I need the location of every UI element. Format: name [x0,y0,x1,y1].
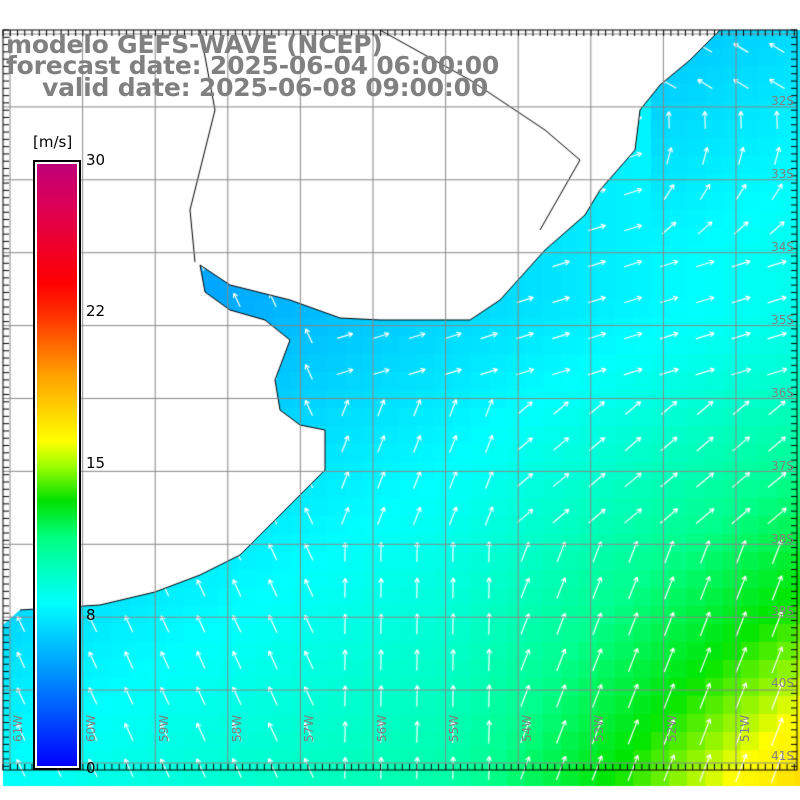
colorbar-tick: 22 [86,302,106,320]
lat-label: 37S [771,459,794,473]
lat-label: 32S [771,94,794,108]
colorbar-gradient [36,163,78,767]
forecast-date: forecast date: 2025-06-04 06:00:00 [6,51,500,80]
lon-label: 51W [738,714,752,742]
colorbar-tick: 0 [86,759,96,777]
lat-label: 36S [771,386,794,400]
colorbar [33,160,81,770]
lat-label: 33S [771,167,794,181]
lon-label: 54W [520,714,534,742]
lon-label: 61W [11,714,25,742]
lon-label: 57W [302,714,316,742]
lat-label: 41S [771,749,794,763]
lon-label: 53W [592,714,606,742]
lon-label: 58W [230,714,244,742]
model-title: modelo GEFS-WAVE (NCEP) [6,30,383,59]
colorbar-tick: 30 [86,151,106,169]
lon-label: 52W [665,714,679,742]
colorbar-tick: 15 [86,454,106,472]
lon-label: 56W [375,714,389,742]
lat-label: 39S [771,604,794,618]
colorbar-tick: 8 [86,606,96,624]
colorbar-unit: [m/s] [33,133,73,151]
valid-date: valid date: 2025-06-08 09:00:00 [42,73,489,102]
lon-label: 59W [157,714,171,742]
lon-label: 60W [84,714,98,742]
lat-label: 35S [771,313,794,327]
lat-label: 40S [771,676,794,690]
lat-label: 34S [771,240,794,254]
lon-label: 55W [447,714,461,742]
lat-label: 38S [771,532,794,546]
